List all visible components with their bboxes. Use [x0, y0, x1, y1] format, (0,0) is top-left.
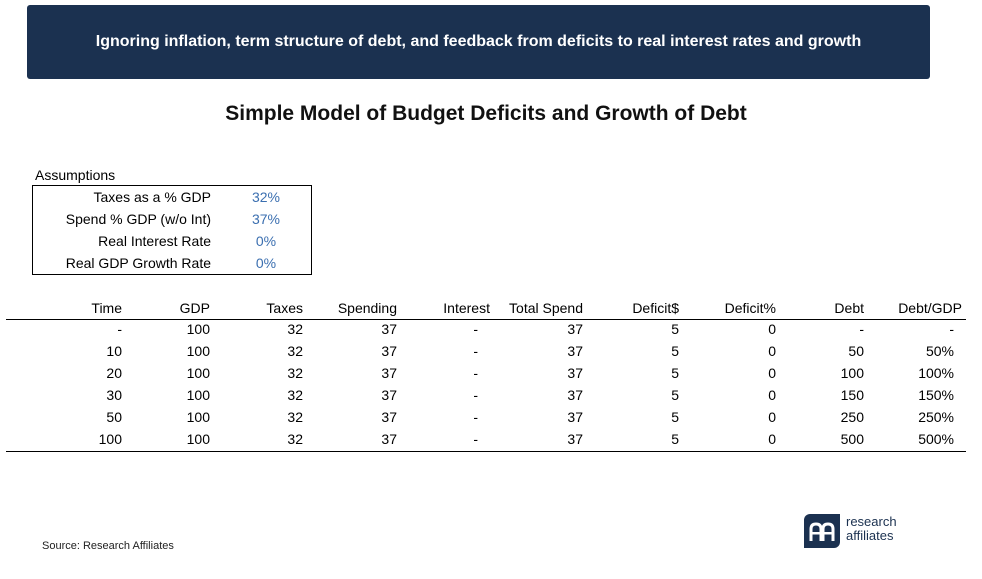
table-cell: 30 — [106, 387, 122, 403]
table-cell: 50% — [925, 343, 954, 359]
table-cell: 100 — [186, 343, 210, 359]
header-banner: Ignoring inflation, term structure of de… — [27, 5, 930, 79]
assumption-row: Real Interest Rate 0% — [33, 230, 311, 252]
table-cell: 5 — [671, 409, 679, 425]
table-cell: 5 — [671, 387, 679, 403]
assumption-row: Real GDP Growth Rate 0% — [33, 252, 311, 274]
banner-text: Ignoring inflation, term structure of de… — [95, 33, 862, 50]
table-cell: 37 — [567, 387, 583, 403]
table-cell: 37 — [381, 409, 397, 425]
column-header-deficit-dollar: Deficit$ — [632, 300, 679, 316]
assumption-label: Real GDP Growth Rate — [65, 255, 211, 271]
table-cell: 20 — [106, 365, 122, 381]
table-cell: 100 — [840, 365, 864, 381]
table-cell: - — [859, 321, 864, 337]
table-cell: 0 — [768, 387, 776, 403]
column-header-debt-gdp: Debt/GDP — [898, 300, 962, 316]
table-cell: 37 — [381, 321, 397, 337]
table-cell: - — [949, 321, 954, 337]
table-cell: 37 — [381, 343, 397, 359]
assumption-value: 0% — [255, 233, 277, 249]
source-note: Source: Research Affiliates — [42, 540, 174, 552]
table-cell: 37 — [381, 365, 397, 381]
table-cell: 5 — [671, 321, 679, 337]
table-cell: - — [117, 321, 122, 337]
table-cell: - — [473, 365, 478, 381]
table-cell: 32 — [287, 431, 303, 447]
column-header-total-spend: Total Spend — [509, 300, 583, 316]
table-cell: - — [473, 409, 478, 425]
table-cell: 37 — [567, 365, 583, 381]
column-header-time: Time — [91, 300, 122, 316]
table-cell: 5 — [671, 431, 679, 447]
table-cell: 0 — [768, 409, 776, 425]
table-cell: 37 — [381, 431, 397, 447]
table-cell: 37 — [567, 321, 583, 337]
table-cell: 150% — [918, 387, 954, 403]
table-cell: 5 — [671, 343, 679, 359]
table-cell: 100 — [186, 387, 210, 403]
column-header-debt: Debt — [834, 300, 864, 316]
table-top-rule — [6, 319, 966, 320]
table-cell: 100 — [186, 431, 210, 447]
table-cell: 0 — [768, 365, 776, 381]
assumption-label: Taxes as a % GDP — [93, 189, 212, 205]
table-cell: 0 — [768, 343, 776, 359]
column-header-taxes: Taxes — [266, 300, 303, 316]
assumptions-label: Assumptions — [35, 167, 116, 183]
logo-text: research affiliates — [846, 515, 897, 543]
table-cell: - — [473, 321, 478, 337]
assumption-value: 32% — [251, 189, 281, 205]
table-cell: - — [473, 387, 478, 403]
page-title: Simple Model of Budget Deficits and Grow… — [225, 102, 747, 125]
research-affiliates-logo: research affiliates — [804, 514, 944, 550]
column-header-gdp: GDP — [179, 300, 210, 316]
assumptions-box: Taxes as a % GDP 32% Spend % GDP (w/o In… — [32, 185, 312, 275]
table-cell: - — [473, 343, 478, 359]
column-header-spending: Spending — [337, 300, 397, 316]
table-cell: 5 — [671, 365, 679, 381]
table-cell: 10 — [106, 343, 122, 359]
table-cell: 250 — [840, 409, 864, 425]
table-cell: 100% — [918, 365, 954, 381]
table-cell: 37 — [567, 343, 583, 359]
table-cell: 100 — [186, 365, 210, 381]
assumption-value: 0% — [255, 255, 277, 271]
table-cell: 50 — [848, 343, 864, 359]
assumption-label: Spend % GDP (w/o Int) — [65, 211, 211, 227]
assumption-label: Real Interest Rate — [98, 233, 211, 249]
table-bottom-rule — [6, 451, 966, 452]
assumption-row: Taxes as a % GDP 32% — [33, 186, 311, 208]
logo-text-line2: affiliates — [846, 528, 894, 543]
table-cell: 0 — [768, 431, 776, 447]
table-cell: 37 — [567, 431, 583, 447]
table-cell: 100 — [186, 409, 210, 425]
table-cell: 250% — [918, 409, 954, 425]
table-cell: 32 — [287, 365, 303, 381]
assumption-row: Spend % GDP (w/o Int) 37% — [33, 208, 311, 230]
table-cell: 150 — [840, 387, 864, 403]
assumption-value: 37% — [251, 211, 281, 227]
table-cell: 50 — [106, 409, 122, 425]
logo-text-line1: research — [846, 514, 897, 529]
table-cell: 500% — [918, 431, 954, 447]
column-header-deficit-percent: Deficit% — [724, 300, 776, 316]
research-affiliates-logo-icon — [804, 514, 840, 548]
table-cell: 0 — [768, 321, 776, 337]
table-cell: 500 — [840, 431, 864, 447]
table-cell: 32 — [287, 387, 303, 403]
table-cell: 100 — [98, 431, 122, 447]
table-cell: 32 — [287, 343, 303, 359]
table-cell: 32 — [287, 409, 303, 425]
table-cell: 100 — [186, 321, 210, 337]
table-cell: 37 — [381, 387, 397, 403]
table-cell: 37 — [567, 409, 583, 425]
table-cell: - — [473, 431, 478, 447]
table-cell: 32 — [287, 321, 303, 337]
column-header-interest: Interest — [443, 300, 490, 316]
